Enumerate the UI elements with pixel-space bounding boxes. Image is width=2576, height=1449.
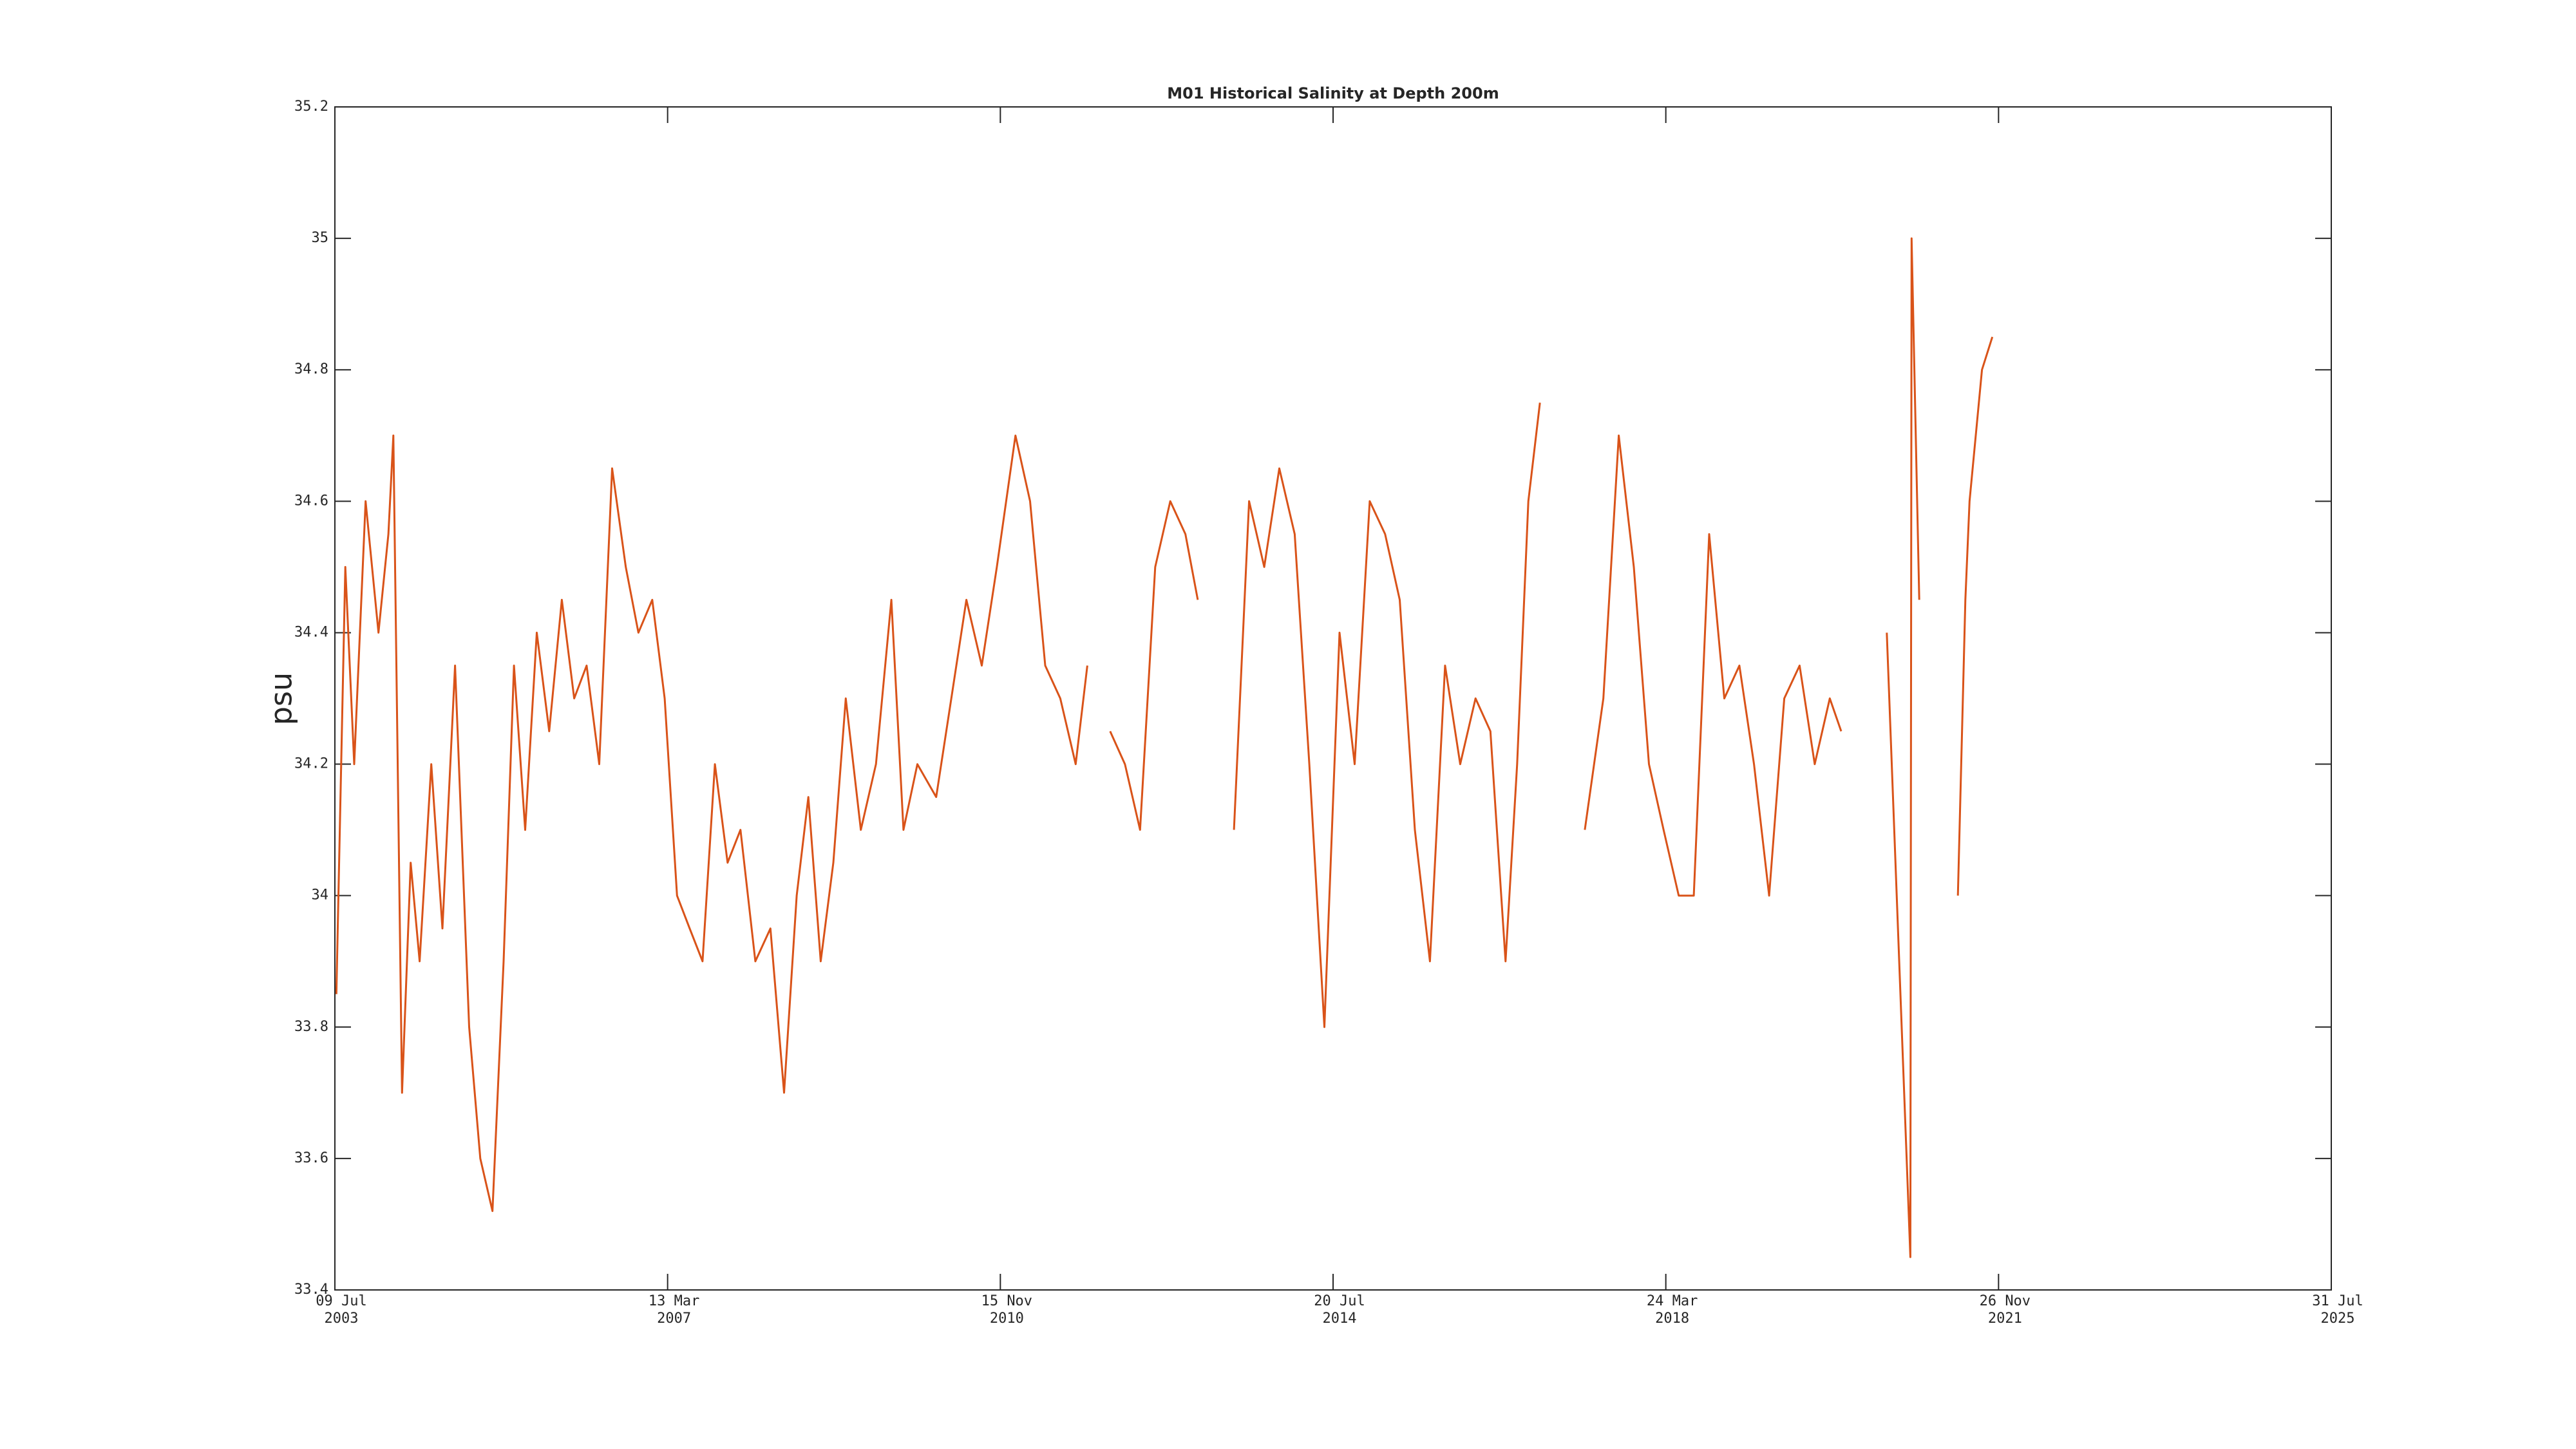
x-tick-label: 09 Jul (316, 1293, 366, 1309)
y-axis-label: psu (264, 672, 299, 725)
x-tick-label: 2010 (990, 1311, 1024, 1327)
x-tick-label: 31 Jul (2312, 1293, 2363, 1309)
x-tick-label: 2003 (325, 1311, 359, 1327)
y-tick-label: 34.2 (294, 756, 328, 772)
x-tick-label: 2021 (1988, 1311, 2022, 1327)
y-tick-label: 34.4 (294, 624, 328, 640)
x-tick-label: 2007 (657, 1311, 691, 1327)
y-tick-label: 35 (312, 230, 329, 246)
y-tick-label: 33.8 (294, 1019, 328, 1035)
x-tick-label: 20 Jul (1314, 1293, 1365, 1309)
x-tick-label: 13 Mar (649, 1293, 699, 1309)
data-line (335, 237, 1994, 1258)
x-tick-label: 2018 (1655, 1311, 1689, 1327)
y-tick-label: 34 (312, 887, 329, 904)
axes-box (334, 106, 2332, 1291)
y-tick-label: 34.6 (294, 493, 328, 509)
x-tick-label: 2025 (2321, 1311, 2355, 1327)
x-tick-label: 26 Nov (1980, 1293, 2031, 1309)
y-tick-label: 34.8 (294, 361, 328, 377)
x-tick-label: 15 Nov (981, 1293, 1032, 1309)
x-tick-label: 24 Mar (1647, 1293, 1698, 1309)
y-tick-label: 33.4 (294, 1282, 328, 1298)
y-tick-label: 33.6 (294, 1150, 328, 1166)
y-tick-label: 35.2 (294, 99, 328, 115)
x-tick-label: 2014 (1323, 1311, 1357, 1327)
chart-title: M01 Historical Salinity at Depth 200m (1167, 84, 1499, 102)
